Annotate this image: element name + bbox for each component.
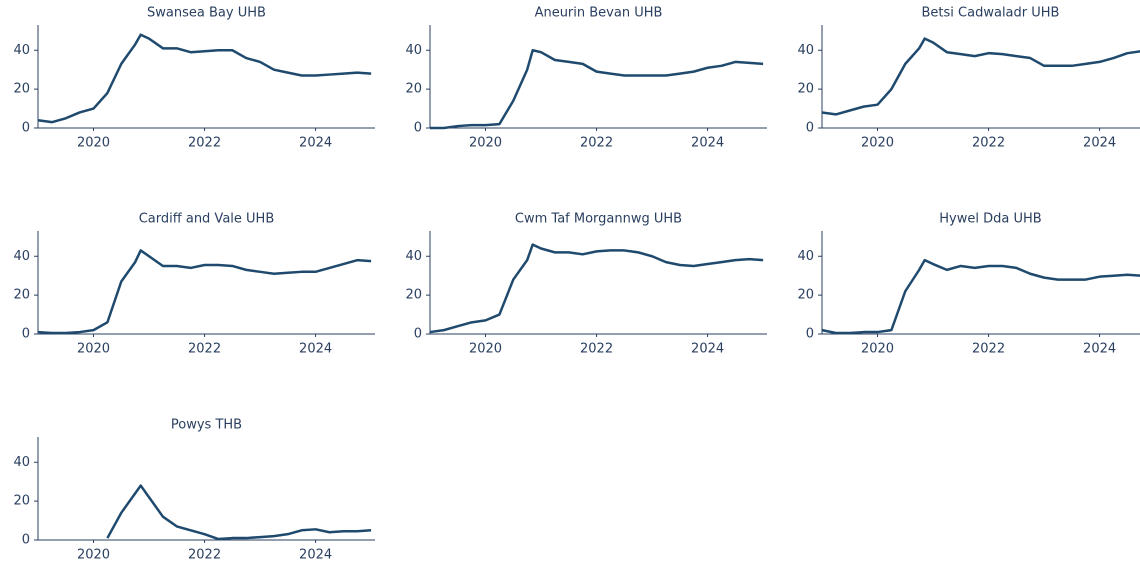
x-tick-label: 2024: [1083, 342, 1116, 357]
series-line: [37, 33, 372, 124]
chart-title: Betsi Cadwaladr UHB: [922, 6, 1060, 21]
chart-title: Swansea Bay UHB: [147, 6, 266, 21]
y-tick-label: 20: [797, 288, 814, 303]
series-line: [430, 49, 764, 130]
y-tick-label: 20: [13, 288, 30, 303]
x-tick-label: 2020: [77, 548, 110, 563]
y-tick-label: 0: [414, 121, 422, 136]
x-tick-label: 2022: [972, 136, 1005, 151]
x-tick-label: 2024: [1083, 136, 1116, 151]
y-tick-label: 40: [405, 43, 422, 58]
x-tick-label: 2024: [299, 548, 332, 563]
x-tick-label: 2020: [861, 342, 894, 357]
series-line: [429, 243, 764, 334]
x-tick-label: 2024: [299, 136, 332, 151]
chart-title: Powys THB: [171, 418, 242, 433]
y-tick-label: 0: [806, 327, 814, 342]
x-tick-label: 2022: [580, 136, 613, 151]
chart-title: Hywel Dda UHB: [939, 212, 1041, 227]
y-tick-label: 40: [13, 43, 30, 58]
x-tick-label: 2024: [691, 136, 724, 151]
y-tick-label: 20: [405, 82, 422, 97]
x-tick-label: 2020: [861, 136, 894, 151]
chart-title: Aneurin Bevan UHB: [535, 6, 663, 21]
y-tick-label: 40: [405, 249, 422, 264]
series-line: [37, 249, 372, 335]
x-tick-label: 2020: [469, 136, 502, 151]
x-tick-label: 2022: [188, 548, 221, 563]
x-tick-label: 2022: [188, 136, 221, 151]
x-tick-label: 2022: [972, 342, 1005, 357]
series-line: [821, 258, 1140, 335]
chart-title: Cardiff and Vale UHB: [139, 212, 275, 227]
y-tick-label: 0: [22, 121, 30, 136]
y-tick-label: 20: [13, 494, 30, 509]
chart-title: Cwm Taf Morgannwg UHB: [515, 212, 682, 227]
y-tick-label: 0: [806, 121, 814, 136]
x-tick-label: 2020: [77, 136, 110, 151]
x-tick-label: 2020: [469, 342, 502, 357]
x-tick-label: 2024: [691, 342, 724, 357]
y-tick-label: 40: [13, 249, 30, 264]
series-line: [821, 37, 1140, 116]
y-tick-label: 40: [13, 455, 30, 470]
y-tick-label: 20: [13, 82, 30, 97]
y-tick-label: 40: [797, 249, 814, 264]
y-tick-label: 20: [797, 82, 814, 97]
x-tick-label: 2020: [77, 342, 110, 357]
y-tick-label: 0: [414, 327, 422, 342]
y-tick-label: 0: [22, 533, 30, 548]
y-tick-label: 20: [405, 288, 422, 303]
x-tick-label: 2022: [580, 342, 613, 357]
y-tick-label: 0: [22, 327, 30, 342]
series-line: [106, 484, 372, 541]
y-tick-label: 40: [797, 43, 814, 58]
x-tick-label: 2024: [299, 342, 332, 357]
x-tick-label: 2022: [188, 342, 221, 357]
